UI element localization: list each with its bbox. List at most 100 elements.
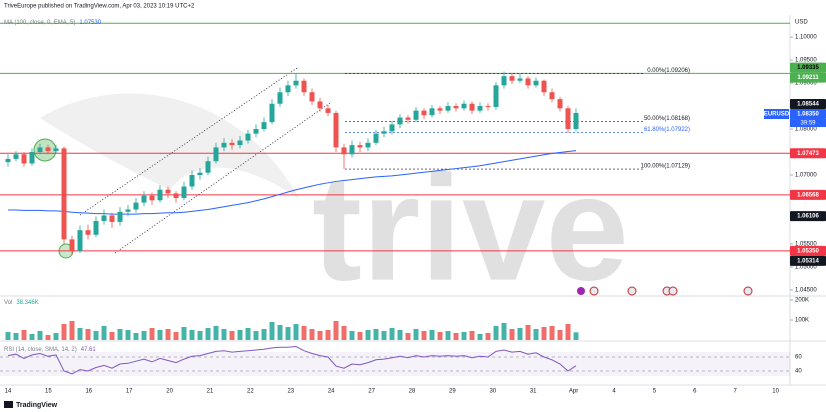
volume-bar bbox=[301, 326, 307, 340]
volume-bar bbox=[77, 328, 83, 340]
x-tick-label: 15 bbox=[45, 389, 52, 395]
volume-bar bbox=[501, 323, 507, 340]
candle-body bbox=[565, 108, 571, 130]
volume-bar bbox=[485, 333, 491, 340]
volume-bar bbox=[213, 326, 219, 340]
candle-body bbox=[29, 152, 35, 164]
candle-body bbox=[493, 85, 499, 107]
price-label-box bbox=[790, 211, 826, 222]
footer: TradingView bbox=[16, 402, 58, 409]
x-tick-label: 17 bbox=[126, 389, 133, 395]
candle-body bbox=[277, 92, 283, 104]
volume-bar bbox=[509, 329, 515, 340]
candle-body bbox=[269, 103, 275, 123]
volume-bar bbox=[349, 331, 355, 340]
volume-bar bbox=[541, 327, 547, 340]
volume-bar bbox=[197, 331, 203, 340]
candle-body bbox=[125, 209, 131, 212]
candle-body bbox=[397, 117, 403, 125]
volume-bar bbox=[109, 332, 115, 340]
volume-bar bbox=[61, 324, 67, 340]
candle-body bbox=[509, 76, 515, 81]
event-icons bbox=[577, 286, 753, 296]
x-tick-label: 14 bbox=[5, 389, 12, 395]
volume-bar bbox=[461, 332, 467, 340]
volume-bar bbox=[141, 331, 147, 340]
volume-bar bbox=[549, 326, 555, 340]
fib-label: 0.00%(1.09206) bbox=[647, 68, 690, 74]
price-label: 1.08544 bbox=[797, 102, 819, 108]
price-label-box bbox=[790, 109, 826, 120]
candle-body bbox=[229, 142, 235, 146]
volume-bar bbox=[93, 331, 99, 340]
volume-bar bbox=[69, 321, 75, 340]
candle-body bbox=[109, 215, 115, 222]
volume-bar bbox=[533, 329, 539, 340]
x-tick-label: 6 bbox=[693, 389, 697, 395]
candle-body bbox=[413, 110, 419, 120]
candle-body bbox=[517, 78, 523, 81]
x-tick-label: 4 bbox=[612, 389, 616, 395]
x-tick-label: 28 bbox=[409, 389, 416, 395]
volume-bar bbox=[53, 333, 59, 340]
volume-bar bbox=[309, 329, 315, 340]
volume-bar bbox=[5, 332, 11, 340]
volume-bar bbox=[149, 328, 155, 340]
candle-body bbox=[325, 108, 331, 113]
y-tick-label: 1.09000 bbox=[795, 81, 817, 87]
price-label-box bbox=[790, 62, 826, 73]
candle-body bbox=[37, 147, 43, 153]
volume-legend: Vol 38.346K bbox=[4, 300, 39, 306]
price-label: 1.09335 bbox=[797, 65, 819, 71]
y-tick-label: 1.07000 bbox=[795, 173, 817, 179]
volume-bar bbox=[221, 329, 227, 340]
currency: USD bbox=[795, 20, 808, 26]
candle-body bbox=[141, 195, 147, 203]
ma-line bbox=[8, 150, 577, 215]
y-tick-label: 60 bbox=[795, 355, 802, 361]
candle-body bbox=[309, 92, 315, 102]
candle-body bbox=[461, 103, 467, 109]
volume-bar bbox=[117, 329, 123, 340]
volume-bar bbox=[269, 322, 275, 340]
symbol: EURUSD bbox=[764, 112, 790, 118]
candle-body bbox=[373, 133, 379, 143]
candle-body bbox=[469, 103, 475, 111]
candle-body bbox=[557, 99, 563, 109]
candle-body bbox=[429, 108, 435, 116]
volume-bar bbox=[381, 331, 387, 340]
candle-body bbox=[165, 189, 171, 194]
volume-bar bbox=[333, 321, 339, 340]
volume-bar bbox=[181, 327, 187, 340]
fib-label: 100.00%(1.07129) bbox=[641, 164, 690, 170]
candle-body bbox=[69, 239, 75, 251]
x-tick-label: 29 bbox=[449, 389, 456, 395]
volume-bar bbox=[285, 327, 291, 340]
x-tick-label: 10 bbox=[772, 389, 779, 395]
candle-body bbox=[61, 148, 67, 240]
fib-label: 50.00%(1.08168) bbox=[644, 116, 690, 122]
y-tick-label: 100K bbox=[795, 318, 809, 324]
candle-body bbox=[173, 193, 179, 198]
candle-body bbox=[349, 145, 355, 155]
price-label: 1.08350 bbox=[797, 112, 819, 118]
candle-body bbox=[533, 80, 539, 86]
volume-bar bbox=[45, 335, 51, 340]
volume-bar bbox=[445, 331, 451, 340]
volume-bar bbox=[173, 332, 179, 340]
candle-body bbox=[453, 106, 459, 109]
volume-bar bbox=[133, 333, 139, 340]
volume-bar bbox=[437, 332, 443, 340]
candle-body bbox=[437, 108, 443, 111]
candle-body bbox=[341, 147, 347, 155]
candle-body bbox=[285, 85, 291, 93]
candle-body bbox=[525, 78, 531, 86]
logo bbox=[4, 401, 13, 408]
volume-bar bbox=[157, 330, 163, 340]
candle-body bbox=[181, 186, 187, 198]
header: TriveEurope published on TradingView.com… bbox=[4, 4, 195, 10]
event-icon bbox=[577, 287, 585, 295]
watermark-swoosh bbox=[40, 93, 300, 200]
y-tick-label: 1.05500 bbox=[795, 242, 817, 248]
